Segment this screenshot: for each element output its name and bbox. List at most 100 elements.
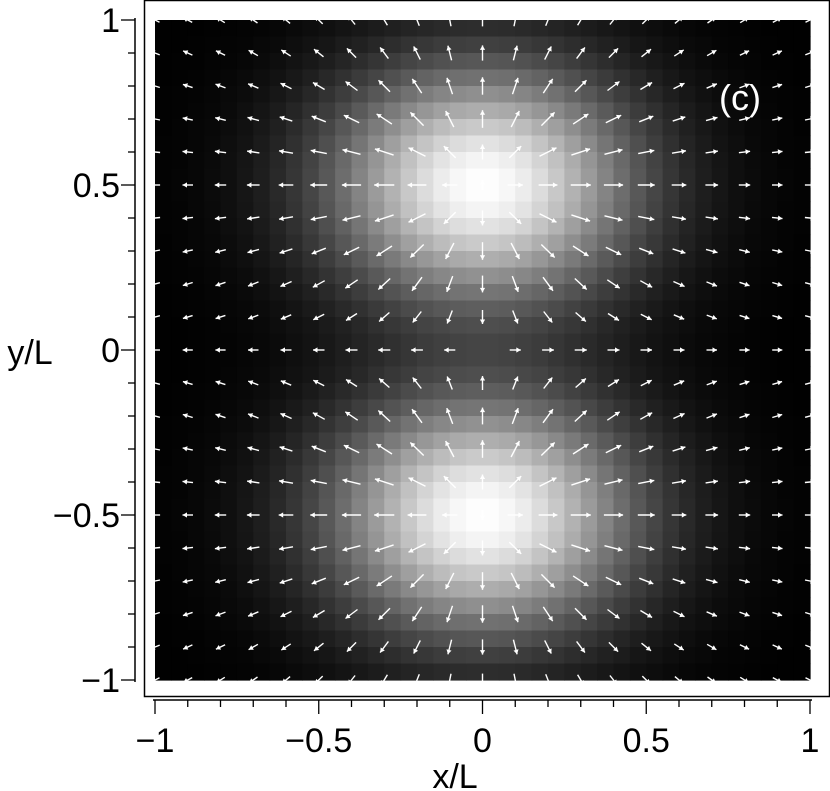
heatmap-cell: [728, 383, 746, 401]
vector-arrowhead: [681, 149, 686, 155]
heatmap-cell: [728, 498, 746, 516]
vector-arrowhead: [149, 215, 155, 221]
heatmap-cell: [695, 383, 713, 401]
heatmap-cell: [204, 581, 222, 599]
heatmap-cell: [187, 432, 205, 450]
heatmap-cell: [236, 663, 254, 681]
heatmap-cell: [515, 69, 533, 87]
heatmap-cell: [711, 498, 729, 516]
heatmap-cell: [367, 482, 385, 500]
heatmap-cell: [253, 597, 271, 615]
vector-arrowhead: [645, 645, 651, 651]
vector-arrowhead: [809, 83, 815, 89]
heatmap-cell: [613, 564, 631, 582]
heatmap-cell: [679, 86, 696, 104]
heatmap-cell: [548, 482, 565, 500]
heatmap-cell: [760, 498, 778, 516]
heatmap-cell: [728, 20, 746, 38]
heatmap-cell: [760, 531, 778, 549]
heatmap-cell: [449, 119, 467, 137]
heatmap-cell: [449, 663, 467, 681]
heatmap-cell: [466, 432, 484, 450]
heatmap-cell: [744, 350, 762, 368]
heatmap-cell: [433, 366, 451, 384]
heatmap-cell: [662, 185, 680, 203]
vector-arrowhead: [551, 147, 557, 153]
vector-arrowhead: [616, 580, 622, 586]
heatmap-cell: [580, 201, 598, 219]
heatmap-cell: [597, 119, 615, 137]
heatmap-cell: [777, 267, 795, 285]
heatmap-cell: [793, 647, 811, 665]
heatmap-cell: [466, 152, 484, 170]
heatmap-cell: [711, 614, 729, 632]
heatmap-cell: [253, 432, 271, 450]
vector-arrowhead: [616, 444, 622, 450]
heatmap-cell: [662, 20, 680, 38]
heatmap-cell: [498, 20, 516, 38]
vector-arrowhead: [810, 545, 816, 551]
heatmap-cell: [564, 498, 582, 516]
heatmap-cell: [318, 284, 336, 302]
heatmap-cell: [204, 86, 222, 104]
heatmap-cell: [498, 119, 516, 137]
heatmap-cell: [728, 53, 746, 71]
vector-arrowhead: [246, 512, 252, 518]
heatmap-cell: [367, 449, 385, 467]
heatmap-cell: [220, 614, 238, 632]
heatmap-cell: [466, 185, 484, 203]
vector-arrowhead: [378, 80, 384, 86]
heatmap-cell: [236, 482, 254, 500]
heatmap-cell: [351, 201, 369, 219]
vector-arrowhead: [446, 13, 452, 19]
heatmap-cell: [597, 366, 615, 384]
heatmap-cell: [548, 663, 565, 681]
vector-arrowhead: [479, 45, 486, 50]
heatmap-cell: [171, 300, 189, 318]
vector-arrowhead: [310, 512, 315, 518]
heatmap-cell: [236, 86, 254, 104]
vector-arrowhead: [777, 83, 783, 89]
heatmap-cell: [335, 416, 353, 434]
vector-arrowhead: [810, 446, 815, 452]
vector-arrowhead: [516, 218, 522, 224]
heatmap-cell: [629, 267, 647, 285]
heatmap-cell: [679, 548, 696, 566]
vector-arrowhead: [547, 377, 553, 383]
heatmap-cell: [236, 548, 254, 566]
heatmap-cell: [384, 498, 402, 516]
heatmap-cell: [367, 119, 385, 137]
vector-arrowhead: [809, 413, 815, 419]
heatmap-cell: [597, 581, 615, 599]
heatmap-cell: [286, 416, 303, 434]
vector-arrowhead: [551, 547, 557, 553]
heatmap-cell: [351, 350, 369, 368]
heatmap-cell: [302, 20, 320, 38]
heatmap-cell: [482, 383, 500, 401]
heatmap-cell: [449, 284, 467, 302]
heatmap-cell: [367, 234, 385, 252]
heatmap-cell: [793, 218, 811, 236]
heatmap-cell: [760, 69, 778, 87]
vector-arrowhead: [341, 182, 347, 188]
heatmap-cell: [793, 317, 811, 335]
vector-arrowhead: [280, 82, 286, 88]
heatmap-cell: [711, 300, 729, 318]
heatmap-cell: [335, 350, 353, 368]
heatmap-cell: [597, 564, 615, 582]
heatmap-cell: [433, 498, 451, 516]
heatmap-cell: [351, 119, 369, 137]
vector-arrowhead: [408, 477, 414, 483]
heatmap-cell: [695, 449, 713, 467]
vector-arrowhead: [646, 613, 653, 618]
heatmap-cell: [531, 218, 549, 236]
heatmap-cell: [613, 267, 631, 285]
heatmap-cell: [449, 333, 467, 351]
heatmap-cell: [286, 152, 303, 170]
heatmap-cell: [629, 350, 647, 368]
heatmap-cell: [711, 284, 729, 302]
heatmap-cell: [482, 20, 500, 38]
heatmap-cell: [335, 185, 353, 203]
heatmap-cell: [351, 564, 369, 582]
vector-arrowhead: [743, 17, 749, 22]
